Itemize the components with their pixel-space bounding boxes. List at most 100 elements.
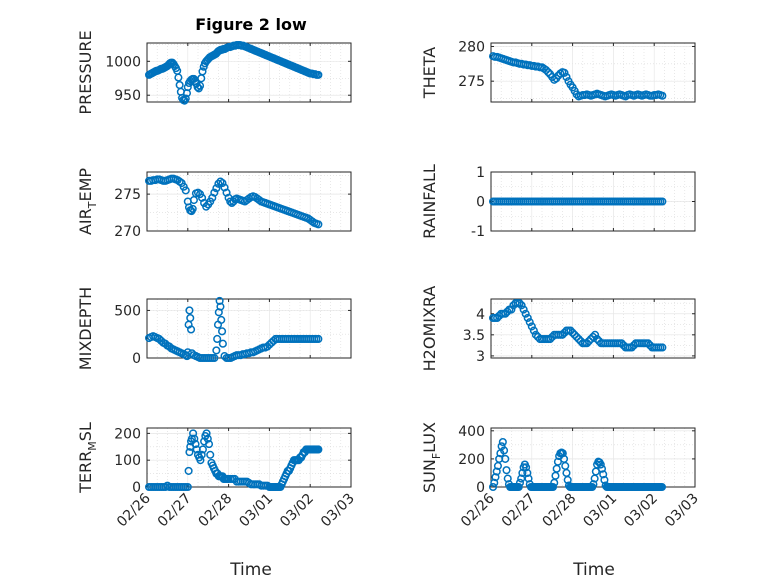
data-point bbox=[658, 197, 667, 206]
data-point bbox=[218, 339, 227, 348]
data-point bbox=[503, 474, 512, 483]
data-point bbox=[627, 343, 636, 352]
data-point bbox=[570, 330, 579, 339]
data-point bbox=[184, 466, 193, 475]
data-point bbox=[197, 450, 206, 459]
data-point bbox=[181, 186, 190, 195]
data-points bbox=[488, 52, 667, 101]
data-point bbox=[488, 482, 498, 492]
data-point bbox=[502, 466, 511, 475]
axes-border bbox=[490, 298, 696, 359]
y-tick-label: 4 bbox=[476, 307, 485, 323]
data-point bbox=[657, 482, 667, 492]
axes-frame bbox=[490, 427, 696, 488]
data-point bbox=[490, 478, 499, 487]
y-axis-label: PRESSURE bbox=[76, 30, 95, 114]
figure-title: Figure 2 low bbox=[195, 15, 307, 34]
x-tick-label: 03/03 bbox=[662, 491, 702, 531]
data-point bbox=[190, 434, 199, 443]
data-point bbox=[544, 68, 553, 77]
data-point bbox=[523, 468, 532, 478]
subplot-air-temp: 270 275 AIRTEMP bbox=[76, 168, 352, 240]
y-axis-label-main: MIXDEPTH bbox=[76, 287, 95, 370]
data-point bbox=[187, 325, 196, 334]
data-point bbox=[187, 434, 196, 443]
data-point bbox=[589, 480, 598, 489]
data-point bbox=[572, 332, 581, 341]
y-tick-label: 0 bbox=[476, 480, 485, 496]
data-point bbox=[218, 179, 227, 188]
data-points bbox=[144, 40, 323, 105]
axes-border bbox=[146, 171, 352, 232]
data-point bbox=[314, 334, 323, 344]
axes-border bbox=[490, 42, 696, 103]
y-tick-label: 0 bbox=[132, 480, 141, 496]
y-tick-label: 275 bbox=[458, 74, 485, 90]
data-point bbox=[314, 220, 323, 229]
y-tick-label: 275 bbox=[114, 187, 141, 203]
data-point bbox=[215, 296, 224, 305]
subplot-sun-flux: 0 200 400 02/26 02/27 02/28 03/01 03/02 03/03 SUN… bbox=[420, 422, 702, 530]
data-point bbox=[584, 337, 593, 346]
data-point bbox=[314, 70, 323, 79]
data-point bbox=[558, 330, 567, 339]
data-point bbox=[562, 72, 571, 82]
data-point bbox=[202, 202, 211, 211]
data-point bbox=[189, 429, 198, 438]
y-axis-label-main: THETA bbox=[420, 47, 439, 99]
data-point bbox=[566, 326, 575, 335]
x-tick-label: 02/28 bbox=[540, 491, 580, 531]
y-tick-label: 3 bbox=[476, 349, 485, 365]
y-axis-label: TERRMSL bbox=[76, 422, 99, 494]
y-axis-label-main: AIR bbox=[76, 208, 95, 235]
data-point bbox=[597, 464, 607, 473]
x-axis-label-left: Time bbox=[229, 560, 272, 580]
y-tick-label: 100 bbox=[114, 453, 141, 469]
data-point bbox=[203, 434, 212, 443]
data-point bbox=[521, 309, 530, 318]
data-point bbox=[196, 456, 205, 465]
axes-border bbox=[146, 298, 352, 359]
data-point bbox=[212, 346, 221, 355]
data-point bbox=[174, 73, 183, 82]
data-point bbox=[186, 313, 195, 323]
y-tick-label: 200 bbox=[458, 452, 485, 468]
y-tick-label: 0 bbox=[132, 351, 141, 367]
data-point bbox=[617, 339, 626, 348]
data-point bbox=[560, 68, 569, 77]
data-point bbox=[517, 301, 526, 310]
data-point bbox=[185, 448, 194, 457]
data-point bbox=[658, 91, 667, 100]
data-point bbox=[501, 309, 510, 318]
x-tick-label: 03/03 bbox=[318, 491, 358, 531]
data-point bbox=[525, 318, 534, 327]
x-tick-label: 02/28 bbox=[196, 491, 236, 531]
data-point bbox=[590, 330, 600, 339]
y-tick-label: 200 bbox=[114, 426, 141, 442]
data-point bbox=[558, 449, 567, 458]
y-tick-label: 400 bbox=[458, 424, 485, 440]
subplot-mixdepth: 0 500 MIXDEPTH bbox=[76, 287, 352, 370]
data-point bbox=[507, 305, 516, 314]
y-tick-label: 950 bbox=[114, 88, 141, 104]
data-point bbox=[514, 482, 523, 492]
y-axis-label: RAINFALL bbox=[420, 164, 439, 239]
y-axis-label: SUNFLUX bbox=[420, 422, 443, 493]
data-point bbox=[644, 339, 653, 348]
y-tick-label: 0 bbox=[476, 195, 485, 211]
y-tick-label: -1 bbox=[471, 224, 485, 240]
y-axis-label-rest: SL bbox=[76, 422, 95, 441]
data-point bbox=[546, 334, 555, 344]
data-point bbox=[191, 440, 200, 449]
data-point bbox=[314, 445, 323, 454]
y-axis-label-main: RAINFALL bbox=[420, 164, 439, 239]
data-point bbox=[217, 315, 226, 324]
data-points bbox=[144, 296, 323, 363]
subplot-rainfall: -1 0 1 RAINFALL bbox=[420, 164, 696, 240]
x-axis-label-right: Time bbox=[572, 560, 615, 580]
data-point bbox=[515, 299, 524, 308]
data-point bbox=[183, 482, 192, 492]
data-point bbox=[501, 454, 510, 463]
